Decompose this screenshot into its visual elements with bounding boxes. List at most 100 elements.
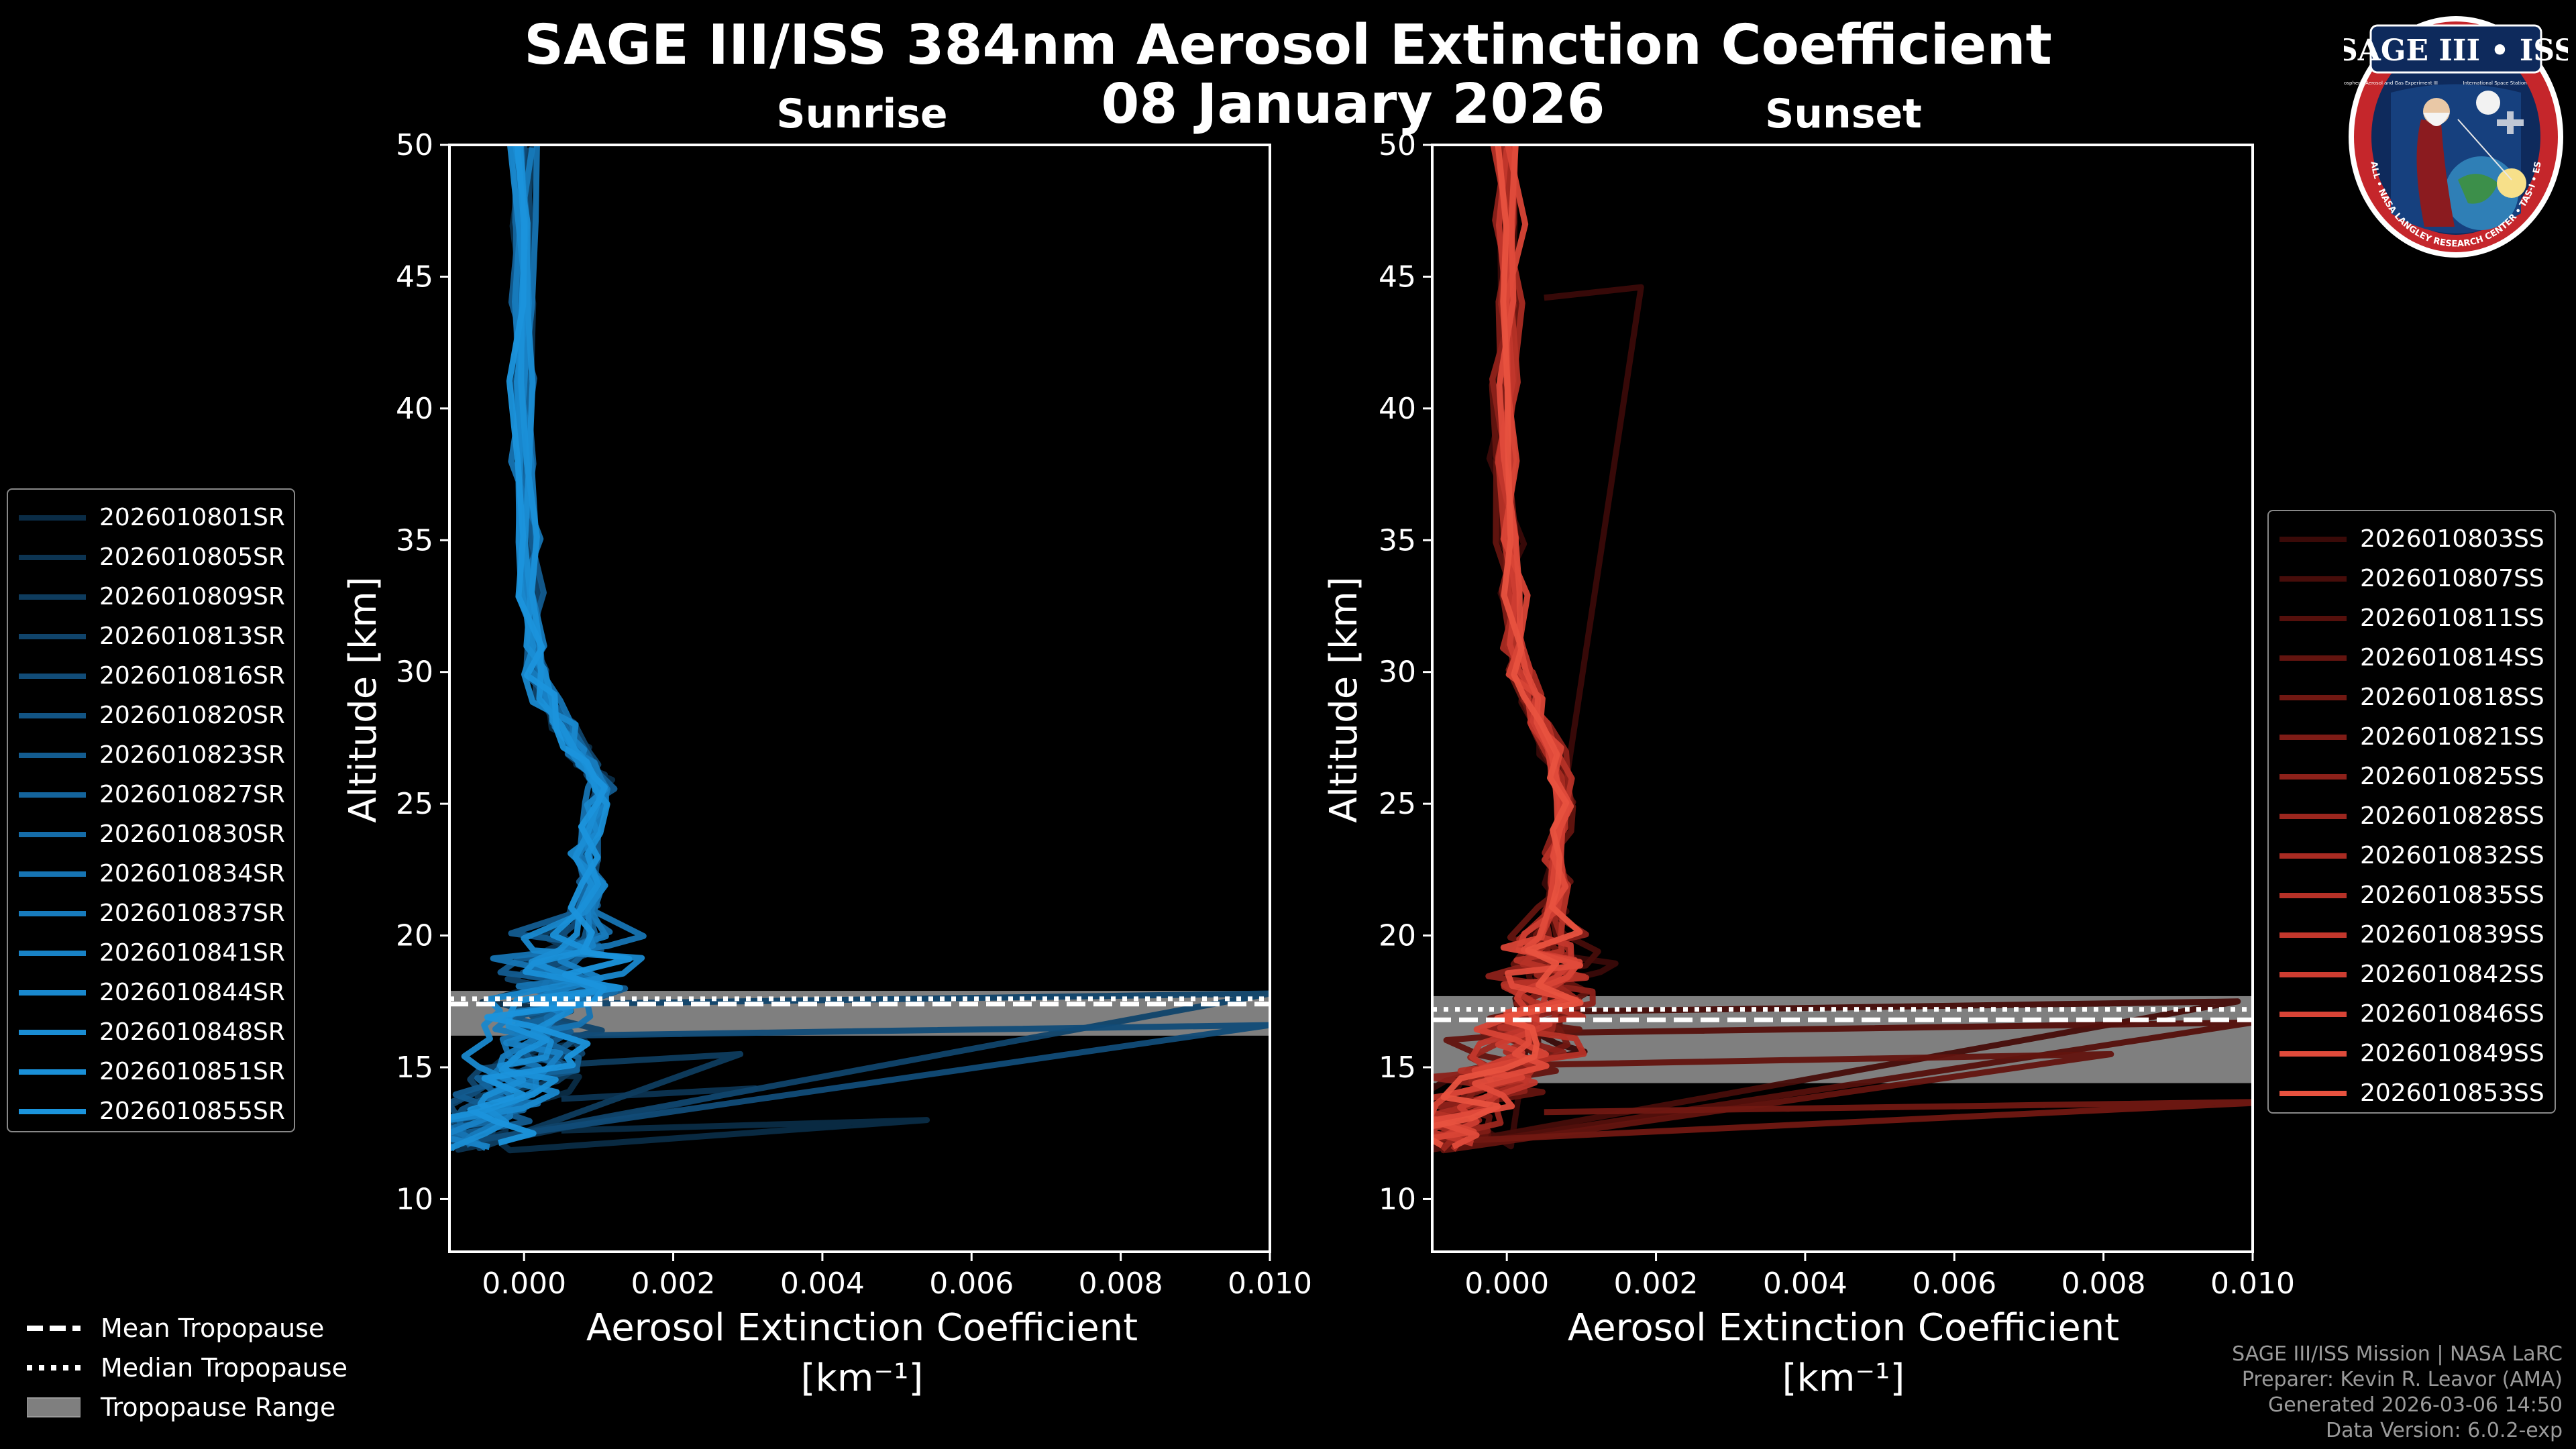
sunrise-x-tick-label: 0.010 [1228,1267,1312,1301]
sunset-y-tick-label: 15 [1379,1051,1416,1085]
tropopause-legend: Mean Tropopause Median Tropopause Tropop… [27,1308,347,1427]
legend-line-swatch-icon [2279,892,2347,898]
sunset-x-tick-label: 0.004 [1763,1267,1847,1301]
sunset-y-tick-label: 30 [1379,655,1416,690]
sunrise-y-tick-label: 20 [396,919,433,953]
sunrise-legend-label: 2026010844SR [99,979,285,1006]
sunrise-legend-label: 2026010848SR [99,1018,285,1046]
sunset-legend-label: 2026010853SS [2360,1079,2544,1107]
sunrise-y-tick-label: 40 [396,392,433,426]
sunset-legend-label: 2026010832SS [2360,842,2544,869]
sunrise-legend-item: 2026010809SR [8,577,285,616]
sunset-legend-item: 2026010853SS [2269,1073,2544,1113]
sunrise-x-tick-label: 0.008 [1079,1267,1163,1301]
sunset-legend-item: 2026010803SS [2269,519,2544,559]
sunrise-legend-label: 2026010841SR [99,939,285,967]
sunset-legend-label: 2026010818SS [2360,684,2544,711]
sunset-legend: 2026010803SS 2026010807SS 2026010811SS 2026… [2267,510,2556,1114]
legend-line-swatch-icon [19,752,86,758]
sunset-x-tick-label: 0.006 [1912,1267,1996,1301]
tropopause-legend-median-label: Median Tropopause [101,1352,347,1383]
legend-line-swatch-icon [2279,932,2347,938]
legend-line-swatch-icon [19,712,86,718]
sunrise-legend-item: 2026010841SR [8,933,285,973]
sunset-series-2026010849SS [1432,145,1584,1150]
sunset-x-axis-label: Aerosol Extinction Coefficient [1568,1306,2119,1350]
sunrise-legend-item: 2026010816SR [8,656,285,696]
sunrise-legend-item: 2026010855SR [8,1091,285,1131]
sunset-legend-label: 2026010807SS [2360,565,2544,592]
sunrise-legend-label: 2026010801SR [99,504,285,531]
legend-line-swatch-icon [2279,615,2347,621]
sunset-y-axis-label: Altitude [km] [1322,576,1366,822]
sunset-x-tick-label: 0.002 [1614,1267,1699,1301]
sunrise-y-tick-label: 10 [396,1182,433,1216]
sunset-legend-item: 2026010814SS [2269,638,2544,678]
sunrise-legend-item: 2026010827SR [8,775,285,814]
legend-line-swatch-icon [19,554,86,560]
sunset-legend-item: 2026010818SS [2269,678,2544,717]
sunrise-panel: Sunrise 0.000 0.002 0.004 0.006 0.008 0.010 10… [341,91,1312,1400]
dashed-line-icon [27,1325,80,1331]
sunset-series-2026010853SS [1432,145,1584,1148]
legend-line-swatch-icon [2279,1011,2347,1017]
sunrise-series-2026010855SR [467,145,633,1146]
tropopause-legend-mean-label: Mean Tropopause [101,1313,325,1343]
sunrise-legend-item: 2026010851SR [8,1052,285,1091]
sunset-y-tick-label: 45 [1379,260,1416,294]
sunset-panel: Sunset 0.000 0.002 0.004 0.006 0.008 0.010 10 1… [1322,91,2295,1400]
sunset-legend-label: 2026010846SS [2360,1000,2544,1028]
sunset-legend-item: 2026010828SS [2269,796,2544,836]
sunset-legend-item: 2026010849SS [2269,1034,2544,1073]
logo-subtitle-left: Stratospheric Aerosol and Gas Experiment… [2344,80,2438,86]
sunrise-legend-item: 2026010805SR [8,537,285,577]
sunrise-x-tick-label: 0.004 [780,1267,865,1301]
sunrise-legend-item: 2026010844SR [8,973,285,1012]
sunset-legend-label: 2026010811SS [2360,604,2544,632]
sunrise-legend-item: 2026010834SR [8,854,285,894]
sunset-legend-label: 2026010825SS [2360,763,2544,790]
sunrise-legend-label: 2026010837SR [99,900,285,927]
sunset-legend-item: 2026010846SS [2269,994,2544,1034]
sunset-panel-title: Sunset [1765,91,1922,138]
moon-icon [2476,91,2500,115]
legend-line-swatch-icon [2279,734,2347,740]
legend-line-swatch-icon [2279,971,2347,977]
credits-mission: SAGE III/ISS Mission | NASA LaRC [2232,1342,2563,1366]
sunset-legend-label: 2026010849SS [2360,1040,2544,1067]
logo-subtitle-right: International Space Station [2463,80,2526,86]
sunrise-x-tick-label: 0.000 [482,1267,566,1301]
credits-version: Data Version: 6.0.2-exp [2325,1419,2563,1442]
sunset-legend-item: 2026010835SS [2269,875,2544,915]
legend-line-swatch-icon [19,792,86,798]
legend-line-swatch-icon [19,515,86,521]
sunrise-plot-frame [448,144,1271,1253]
legend-line-swatch-icon [2279,1051,2347,1057]
sunset-legend-label: 2026010835SS [2360,881,2544,909]
sunset-legend-item: 2026010811SS [2269,598,2544,638]
sunrise-legend-label: 2026010830SR [99,820,285,848]
sunrise-legend-item: 2026010820SR [8,696,285,735]
sunrise-legend-label: 2026010805SR [99,543,285,571]
sunset-y-tick-label: 10 [1379,1182,1416,1216]
sunset-legend-item: 2026010825SS [2269,757,2544,796]
legend-line-swatch-icon [19,910,86,916]
legend-line-swatch-icon [19,871,86,877]
figure-date: 08 January 2026 [1101,72,1605,136]
sunrise-legend: 2026010801SR 2026010805SR 2026010809SR 2026… [7,488,295,1132]
dotted-line-icon [27,1364,80,1371]
sunrise-legend-label: 2026010813SR [99,623,285,650]
credits-generated: Generated 2026-03-06 14:50 [2267,1393,2563,1417]
sunset-plot-area: 0.000 0.002 0.004 0.006 0.008 0.010 10 15 20 25 30… [1379,128,2295,1301]
sunset-legend-label: 2026010814SS [2360,644,2544,672]
legend-line-swatch-icon [2279,813,2347,819]
sunset-legend-item: 2026010821SS [2269,717,2544,757]
sunset-y-tick-label: 50 [1379,128,1416,162]
sunset-y-tick-label: 25 [1379,787,1416,821]
sunset-legend-label: 2026010803SS [2360,525,2544,553]
sunset-x-tick-label: 0.010 [2210,1267,2295,1301]
legend-line-swatch-icon [2279,576,2347,582]
sunset-legend-label: 2026010842SS [2360,961,2544,988]
legend-line-swatch-icon [19,1069,86,1075]
legend-line-swatch-icon [19,673,86,679]
